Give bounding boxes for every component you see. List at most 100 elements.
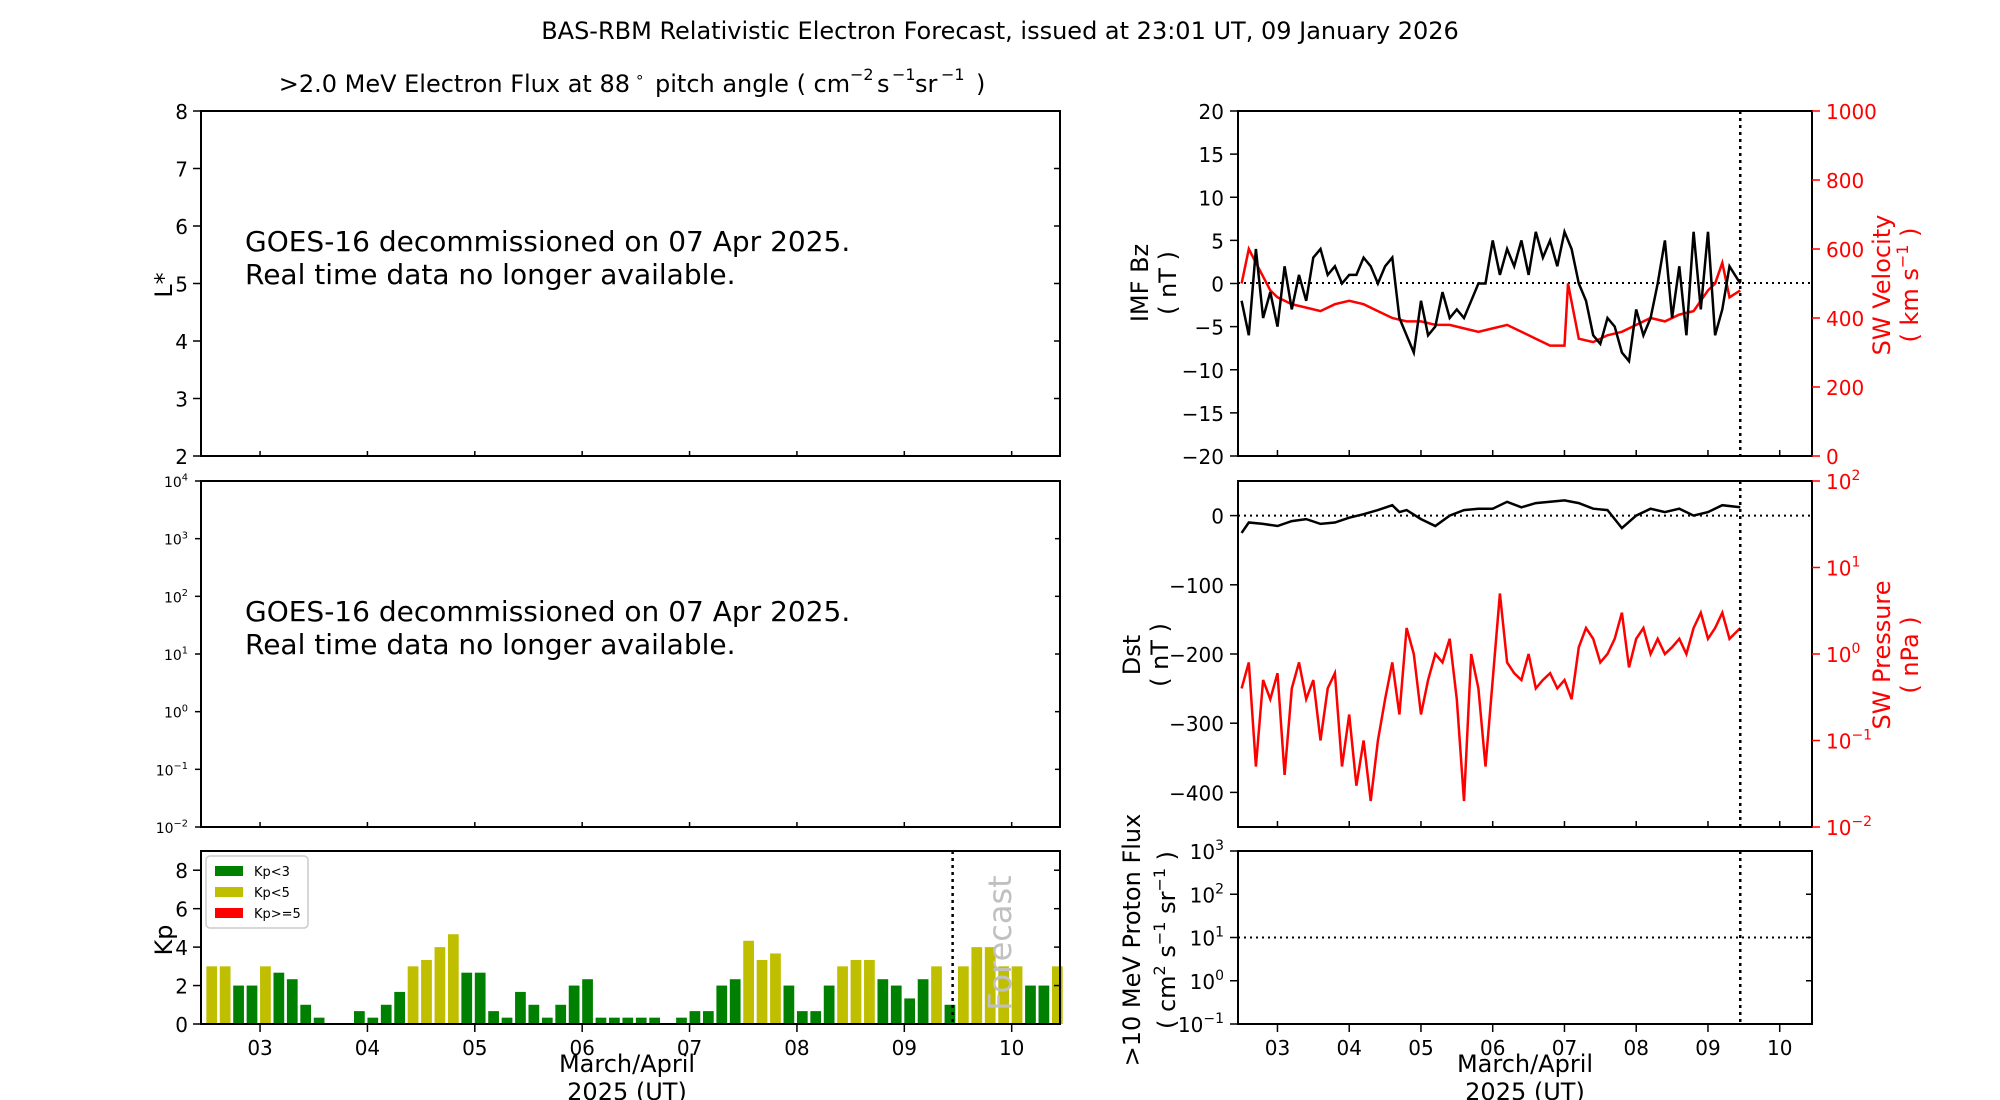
kp-bar <box>635 1017 647 1024</box>
dst-ytick-label: −200 <box>1169 643 1224 667</box>
kp-bar <box>555 1004 567 1024</box>
flux-panel-ylabel: L* <box>150 272 178 297</box>
dst-panel-ylabel-line2: ( nT ) <box>1146 623 1174 687</box>
imf-panel-y2label-line1-group: SW Velocity <box>1868 215 1896 356</box>
kp-xtick-label: 10 <box>999 1036 1024 1060</box>
kp-bar <box>447 934 459 1024</box>
proton-xtick-label: 06 <box>1480 1036 1505 1060</box>
goes-ytick-label: 104 <box>164 473 188 491</box>
flux-panel-message-line1: GOES-16 decommissioned on 07 Apr 2025. <box>245 225 850 258</box>
kp-legend-swatch-mid <box>215 887 243 897</box>
goes-panel-xticks <box>259 822 1013 827</box>
imf-y2tick-label: 200 <box>1826 376 1864 400</box>
flux-ytick-label: 8 <box>175 100 188 124</box>
dst-y2tick-label: 10−2 <box>1826 814 1872 840</box>
imf-ytick-label: −20 <box>1182 445 1224 469</box>
goes-ytick-label: 103 <box>164 530 188 548</box>
kp-bar <box>890 985 902 1024</box>
kp-bar <box>770 953 781 1024</box>
proton-xtick-label: 08 <box>1623 1036 1648 1060</box>
flux-ytick-label: 3 <box>175 388 188 412</box>
kp-ytick-label: 8 <box>175 859 188 883</box>
kp-xtick-label: 06 <box>569 1036 594 1060</box>
kp-legend-swatch-low <box>215 866 243 876</box>
kp-panel-xlabel-line2: 2025 (UT) <box>567 1078 687 1100</box>
kp-bar <box>904 998 916 1024</box>
kp-bar <box>1025 985 1036 1024</box>
imf-ytick-label: −15 <box>1182 402 1224 426</box>
imf-panel-ylabel-line1: IMF Bz <box>1126 244 1154 322</box>
kp-panel-xlabel-line1: March/April <box>559 1050 695 1078</box>
kp-bar <box>810 1011 822 1024</box>
kp-panel-frame <box>200 850 1061 1025</box>
imf-ytick-label: −5 <box>1195 316 1224 340</box>
imf-panel: 20 15 10 5 0 −5 −10 −15 −20 1000 800 600 400 200 0 IM… <box>1126 100 1924 469</box>
flux-panel-title-sr: sr <box>915 70 938 98</box>
kp-bar <box>1051 966 1063 1024</box>
proton-panel: 103 102 101 100 10−1 03 04 05 06 07 08 09 10 >10 Me… <box>1118 814 1813 1100</box>
kp-bar <box>568 985 580 1024</box>
imf-y2tick-label: 0 <box>1826 445 1839 469</box>
kp-xtick-label: 03 <box>247 1036 272 1060</box>
kp-bar <box>488 1011 499 1024</box>
kp-bar <box>1038 985 1050 1024</box>
proton-xtick-label: 04 <box>1336 1036 1361 1060</box>
kp-legend: Kp<3 Kp<5 Kp>=5 <box>205 855 309 929</box>
kp-bar <box>676 1017 687 1024</box>
imf-panel-y2label-line2: ( km s−1 ) <box>1893 228 1924 343</box>
goes-ytick-label: 10−1 <box>156 761 188 779</box>
kp-legend-label-low: Kp<3 <box>254 865 290 880</box>
kp-xtick-label: 09 <box>892 1036 917 1060</box>
kp-forecast-label: Forecast <box>981 875 1019 1010</box>
kp-panel-xticks: 03 04 05 06 07 08 09 10 <box>247 1024 1024 1060</box>
goes-ytick-label: 100 <box>164 703 188 721</box>
flux-panel-title-exp3: −1 <box>941 65 965 84</box>
kp-bar <box>515 991 526 1024</box>
proton-xtick-label: 07 <box>1552 1036 1577 1060</box>
kp-bar <box>716 985 728 1024</box>
kp-bar <box>367 1017 379 1024</box>
imf-y2tick-label: 600 <box>1826 238 1864 262</box>
kp-bar <box>421 959 432 1024</box>
imf-panel-xticks <box>1276 450 1781 456</box>
kp-bar <box>743 940 754 1024</box>
dst-panel-ylabel-line1: Dst <box>1118 635 1146 675</box>
figure-title: BAS-RBM Relativistic Electron Forecast, … <box>541 17 1459 45</box>
goes-panel-message-line1: GOES-16 decommissioned on 07 Apr 2025. <box>245 595 850 628</box>
flux-panel-title-s: s <box>877 70 890 98</box>
dst-ytick-label: −100 <box>1169 574 1224 598</box>
kp-bar <box>877 979 889 1024</box>
kp-bar <box>1011 966 1023 1024</box>
kp-bar <box>300 1004 312 1024</box>
proton-ytick-label: 103 <box>1190 838 1224 864</box>
kp-bar <box>233 985 244 1024</box>
kp-bar <box>796 1011 808 1024</box>
kp-bar <box>246 985 258 1024</box>
imf-panel-yticks: 20 15 10 5 0 −5 −10 −15 −20 <box>1182 100 1238 469</box>
dst-y2tick-label: 100 <box>1826 641 1860 667</box>
kp-bar <box>528 1004 540 1024</box>
imf-y2tick-label: 400 <box>1826 307 1864 331</box>
proton-panel-xlabel-line1: March/April <box>1457 1050 1593 1078</box>
kp-bar <box>689 1011 701 1024</box>
kp-bar <box>595 1017 607 1024</box>
proton-panel-ylabel-line1: >10 MeV Proton Flux <box>1118 814 1146 1067</box>
kp-bar <box>931 966 942 1024</box>
imf-ytick-label: −10 <box>1182 359 1224 383</box>
proton-ytick-label: 100 <box>1190 968 1224 994</box>
kp-bar <box>783 985 795 1024</box>
imf-panel-ylabel-line2: ( nT ) <box>1154 251 1182 315</box>
kp-bar <box>823 985 835 1024</box>
proton-panel-xticks: 03 04 05 06 07 08 09 10 <box>1265 1024 1792 1060</box>
kp-bar <box>260 966 271 1024</box>
imf-ytick-label: 10 <box>1199 186 1224 210</box>
imf-ytick-label: 5 <box>1211 229 1224 253</box>
dst-ytick-label: −400 <box>1169 781 1224 805</box>
proton-xtick-label: 10 <box>1767 1036 1792 1060</box>
dst-panel-y2label-line1: SW Pressure <box>1868 580 1896 729</box>
dst-panel-y2label-line2: ( nPa ) <box>1896 616 1924 693</box>
kp-ytick-label: 0 <box>175 1013 188 1037</box>
kp-bar <box>434 947 446 1024</box>
imf-ytick-label: 15 <box>1199 143 1224 167</box>
